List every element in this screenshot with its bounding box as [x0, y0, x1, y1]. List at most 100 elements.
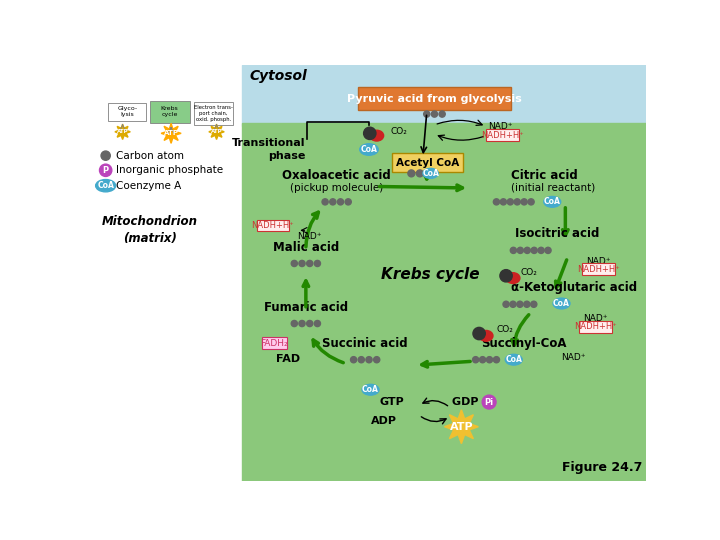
Bar	[242, 65, 647, 126]
FancyBboxPatch shape	[262, 338, 287, 349]
Text: CoA: CoA	[505, 355, 522, 364]
Circle shape	[322, 199, 328, 205]
Text: NAD⁺: NAD⁺	[488, 122, 513, 131]
Circle shape	[366, 356, 372, 363]
Circle shape	[330, 199, 336, 205]
Circle shape	[531, 247, 537, 253]
Text: GTP: GTP	[379, 397, 405, 407]
Circle shape	[487, 356, 492, 363]
Text: CoA: CoA	[544, 197, 561, 206]
Ellipse shape	[96, 179, 116, 192]
Circle shape	[408, 170, 415, 177]
Ellipse shape	[553, 298, 570, 309]
Text: CO₂: CO₂	[390, 127, 408, 136]
Text: P: P	[102, 166, 109, 175]
Text: ATP: ATP	[211, 129, 222, 134]
Text: CoA: CoA	[362, 385, 379, 394]
Text: CoA: CoA	[553, 299, 570, 308]
Text: Glyco-
lysis: Glyco- lysis	[117, 106, 138, 117]
Circle shape	[500, 269, 512, 282]
Text: Mitochondrion
(matrix): Mitochondrion (matrix)	[102, 215, 197, 245]
Text: CoA: CoA	[97, 181, 114, 190]
FancyBboxPatch shape	[108, 103, 146, 121]
Circle shape	[299, 260, 305, 267]
Text: Acetyl CoA: Acetyl CoA	[396, 158, 459, 167]
Text: Isocitric acid: Isocitric acid	[516, 227, 600, 240]
Text: Transitional
phase: Transitional phase	[233, 138, 306, 161]
Text: FAD: FAD	[276, 354, 300, 364]
Text: Coenzyme A: Coenzyme A	[117, 181, 181, 191]
Circle shape	[307, 320, 312, 327]
Text: FADH₂: FADH₂	[261, 339, 288, 348]
Circle shape	[101, 151, 110, 160]
FancyBboxPatch shape	[256, 220, 289, 231]
Circle shape	[545, 247, 551, 253]
Circle shape	[439, 111, 445, 117]
Circle shape	[510, 247, 516, 253]
Ellipse shape	[506, 273, 520, 284]
Text: (pickup molecule): (pickup molecule)	[290, 183, 383, 193]
Circle shape	[431, 111, 438, 117]
Circle shape	[374, 356, 379, 363]
Text: CoA: CoA	[422, 169, 439, 178]
Polygon shape	[209, 124, 224, 139]
Text: CO₂: CO₂	[496, 325, 513, 334]
Circle shape	[507, 199, 513, 205]
FancyBboxPatch shape	[359, 87, 511, 110]
Circle shape	[351, 356, 356, 363]
Circle shape	[423, 111, 430, 117]
Text: Figure 24.7: Figure 24.7	[562, 462, 642, 475]
Polygon shape	[444, 410, 478, 444]
Text: Electron trans-
port chain,
oxid. phosph.: Electron trans- port chain, oxid. phosph…	[194, 105, 233, 122]
Text: Cytosol: Cytosol	[250, 69, 307, 83]
Text: ATP: ATP	[117, 129, 128, 134]
Circle shape	[315, 320, 320, 327]
Circle shape	[315, 260, 320, 267]
FancyBboxPatch shape	[150, 101, 189, 123]
Circle shape	[500, 199, 506, 205]
Circle shape	[517, 301, 523, 307]
Text: ADP: ADP	[372, 416, 397, 426]
Circle shape	[531, 301, 537, 307]
Circle shape	[482, 395, 496, 409]
Text: Citric acid: Citric acid	[511, 169, 578, 182]
Circle shape	[538, 247, 544, 253]
Text: NADH+H⁺: NADH+H⁺	[574, 322, 617, 332]
Circle shape	[345, 199, 351, 205]
Ellipse shape	[360, 144, 378, 156]
FancyBboxPatch shape	[582, 264, 615, 275]
Circle shape	[523, 301, 530, 307]
Ellipse shape	[423, 168, 438, 178]
Text: Oxaloacetic acid: Oxaloacetic acid	[282, 169, 391, 182]
Text: Succinyl-CoA: Succinyl-CoA	[481, 338, 566, 350]
Circle shape	[359, 356, 364, 363]
Circle shape	[291, 260, 297, 267]
Circle shape	[493, 356, 500, 363]
Text: α-Ketoglutaric acid: α-Ketoglutaric acid	[511, 281, 638, 294]
FancyBboxPatch shape	[486, 130, 518, 141]
Ellipse shape	[370, 130, 384, 141]
Circle shape	[99, 164, 112, 177]
Text: NADH+H⁺: NADH+H⁺	[481, 131, 523, 140]
Text: ATP: ATP	[449, 422, 473, 431]
Text: NADH+H⁺: NADH+H⁺	[251, 221, 294, 230]
Polygon shape	[115, 124, 130, 139]
Text: Inorganic phosphate: Inorganic phosphate	[117, 165, 224, 176]
Text: Carbon atom: Carbon atom	[117, 151, 184, 161]
Text: CO₂: CO₂	[521, 268, 538, 277]
Circle shape	[528, 199, 534, 205]
Text: Pyruvic acid from glycolysis: Pyruvic acid from glycolysis	[348, 93, 522, 104]
FancyBboxPatch shape	[194, 102, 233, 125]
Text: NADH+H⁺: NADH+H⁺	[577, 265, 620, 274]
Text: Pi: Pi	[485, 397, 494, 407]
Circle shape	[473, 327, 485, 340]
Text: NAD⁺: NAD⁺	[583, 314, 608, 323]
Circle shape	[364, 127, 376, 139]
Circle shape	[514, 199, 521, 205]
Circle shape	[307, 260, 312, 267]
Circle shape	[291, 320, 297, 327]
Polygon shape	[161, 123, 181, 143]
Circle shape	[472, 356, 479, 363]
Text: Krebs
cycle: Krebs cycle	[161, 106, 179, 117]
Text: NAD⁺: NAD⁺	[297, 232, 322, 241]
